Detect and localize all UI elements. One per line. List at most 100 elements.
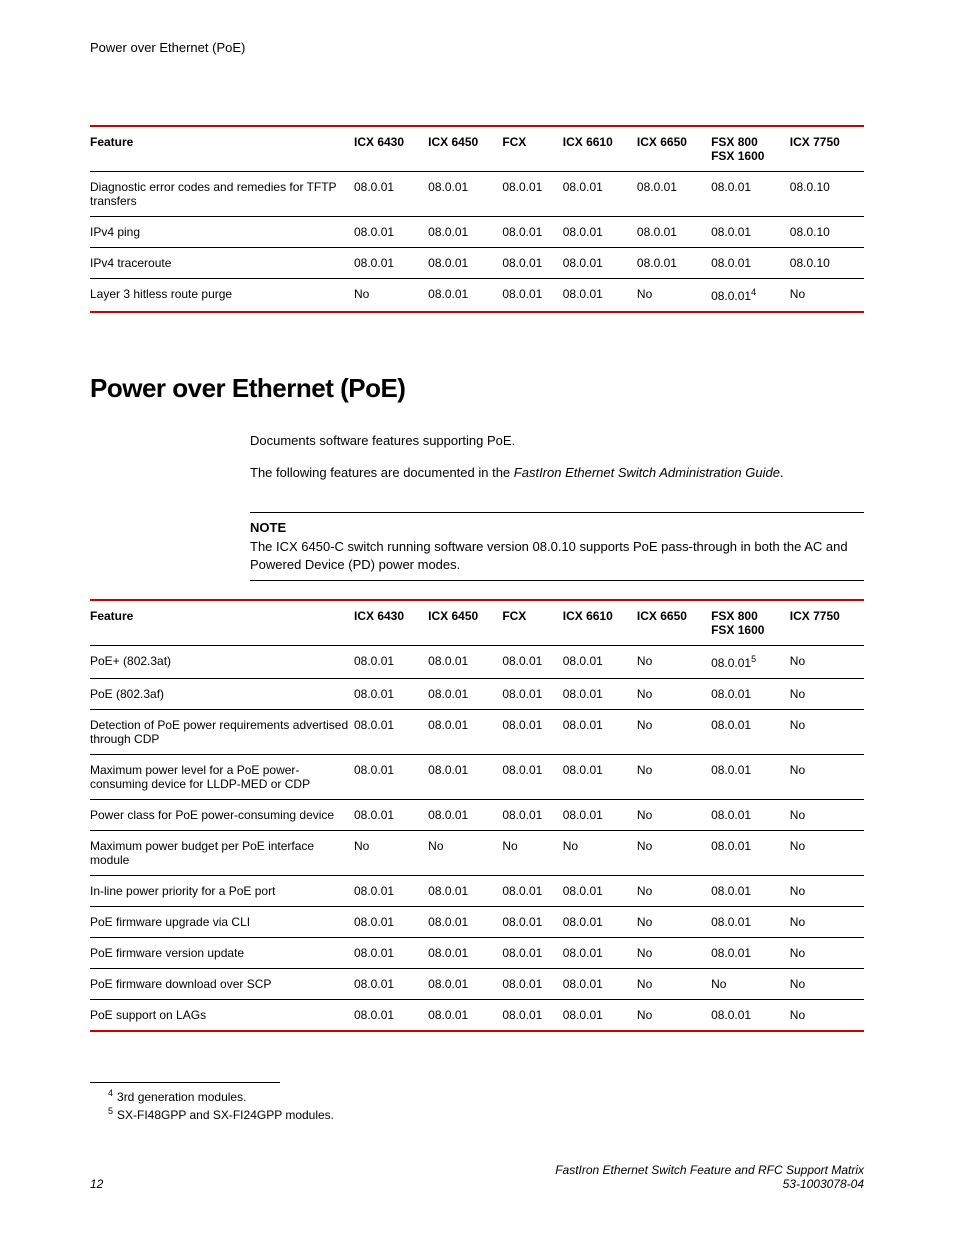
feature-cell: Detection of PoE power requirements adve… (90, 709, 354, 754)
value-cell: 08.0.01 (563, 906, 637, 937)
value-cell: No (502, 830, 562, 875)
column-header: FSX 800FSX 1600 (711, 600, 790, 646)
section-heading: Power over Ethernet (PoE) (90, 373, 864, 404)
value-cell: No (790, 999, 864, 1031)
value-cell: 08.0.01 (428, 754, 502, 799)
value-cell: 08.0.01 (428, 172, 502, 217)
feature-cell: IPv4 traceroute (90, 248, 354, 279)
footnote: 5SX-FI48GPP and SX-FI24GPP modules. (108, 1105, 864, 1123)
value-cell: 08.0.10 (790, 217, 864, 248)
table-row: IPv4 ping08.0.0108.0.0108.0.0108.0.0108.… (90, 217, 864, 248)
value-cell: 08.0.01 (502, 999, 562, 1031)
value-cell: 08.0.01 (354, 217, 428, 248)
value-cell: 08.0.01 (502, 217, 562, 248)
value-cell: 08.0.01 (711, 830, 790, 875)
value-cell: No (790, 830, 864, 875)
value-cell: 08.0.01 (563, 799, 637, 830)
value-cell: No (790, 709, 864, 754)
value-cell: 08.0.01 (502, 754, 562, 799)
value-cell: No (354, 830, 428, 875)
value-cell: No (790, 937, 864, 968)
value-cell: 08.0.01 (428, 645, 502, 678)
value-cell: 08.0.01 (428, 279, 502, 313)
value-cell: No (790, 279, 864, 313)
para2-text-post: . (780, 465, 784, 480)
value-cell: 08.0.01 (502, 937, 562, 968)
column-header: ICX 7750 (790, 126, 864, 172)
feature-cell: PoE firmware download over SCP (90, 968, 354, 999)
feature-cell: In-line power priority for a PoE port (90, 875, 354, 906)
value-cell: No (428, 830, 502, 875)
table-row: PoE firmware upgrade via CLI 08.0.0108.0.… (90, 906, 864, 937)
value-cell: No (563, 830, 637, 875)
value-cell: No (790, 799, 864, 830)
column-header: FCX (502, 600, 562, 646)
value-cell: No (637, 678, 711, 709)
table-row: PoE support on LAGs08.0.0108.0.0108.0.01… (90, 999, 864, 1031)
table-row: PoE (802.3af)08.0.0108.0.0108.0.0108.0.0… (90, 678, 864, 709)
para2-text-pre: The following features are documented in… (250, 465, 514, 480)
value-cell: 08.0.01 (354, 968, 428, 999)
column-header: ICX 6430 (354, 126, 428, 172)
note-text: The ICX 6450-C switch running software v… (250, 539, 848, 572)
feature-cell: Power class for PoE power-consuming devi… (90, 799, 354, 830)
value-cell: 08.0.01 (428, 875, 502, 906)
value-cell: 08.0.01 (428, 799, 502, 830)
feature-cell: Maximum power budget per PoE interface m… (90, 830, 354, 875)
value-cell: 08.0.10 (790, 248, 864, 279)
table-row: Detection of PoE power requirements adve… (90, 709, 864, 754)
value-cell: 08.0.01 (502, 875, 562, 906)
value-cell: 08.0.01 (354, 248, 428, 279)
value-cell: 08.0.01 (711, 937, 790, 968)
value-cell: 08.0.01 (637, 172, 711, 217)
value-cell: 08.0.01 (711, 999, 790, 1031)
value-cell: No (790, 875, 864, 906)
column-header: Feature (90, 600, 354, 646)
value-cell: No (637, 906, 711, 937)
page-header-title: Power over Ethernet (PoE) (90, 40, 864, 55)
column-header: ICX 7750 (790, 600, 864, 646)
value-cell: 08.0.01 (563, 875, 637, 906)
value-cell: No (637, 999, 711, 1031)
note-label: NOTE (250, 519, 864, 537)
value-cell: 08.0.01 (637, 248, 711, 279)
table-row: Layer 3 hitless route purgeNo08.0.0108.0… (90, 279, 864, 313)
value-cell: No (637, 875, 711, 906)
value-cell: 08.0.01 (354, 709, 428, 754)
column-header: ICX 6450 (428, 600, 502, 646)
feature-cell: Layer 3 hitless route purge (90, 279, 354, 313)
table-row: PoE+ (802.3at)08.0.0108.0.0108.0.0108.0.… (90, 645, 864, 678)
value-cell: 08.0.01 (354, 678, 428, 709)
value-cell: No (354, 279, 428, 313)
value-cell: No (790, 754, 864, 799)
value-cell: 08.0.01 (428, 217, 502, 248)
column-header: ICX 6650 (637, 126, 711, 172)
value-cell: 08.0.01 (428, 248, 502, 279)
value-cell: 08.0.01 (563, 279, 637, 313)
value-cell: 08.0.01 (711, 754, 790, 799)
value-cell: No (637, 645, 711, 678)
value-cell: 08.0.01 (502, 248, 562, 279)
footnote: 43rd generation modules. (108, 1087, 864, 1105)
value-cell: 08.0.01 (502, 906, 562, 937)
value-cell: 08.0.01 (563, 709, 637, 754)
value-cell: 08.0.10 (790, 172, 864, 217)
value-cell: 08.0.01 (354, 937, 428, 968)
feature-cell: PoE support on LAGs (90, 999, 354, 1031)
feature-table-2: FeatureICX 6430ICX 6450FCXICX 6610ICX 66… (90, 599, 864, 1032)
value-cell: 08.0.01 (563, 217, 637, 248)
feature-cell: PoE firmware upgrade via CLI (90, 906, 354, 937)
column-header: ICX 6610 (563, 600, 637, 646)
page-number: 12 (90, 1177, 103, 1191)
guide-title: FastIron Ethernet Switch Administration … (514, 465, 780, 480)
value-cell: 08.0.01 (502, 172, 562, 217)
table-row: PoE firmware download over SCP08.0.0108.… (90, 968, 864, 999)
footnotes: 43rd generation modules.5SX-FI48GPP and … (108, 1087, 864, 1123)
value-cell: 08.0.01 (502, 279, 562, 313)
footer-doc-title: FastIron Ethernet Switch Feature and RFC… (555, 1163, 864, 1177)
value-cell: 08.0.01 (502, 645, 562, 678)
value-cell: No (637, 754, 711, 799)
value-cell: No (637, 709, 711, 754)
value-cell: 08.0.01 (563, 678, 637, 709)
value-cell: 08.0.01 (563, 937, 637, 968)
